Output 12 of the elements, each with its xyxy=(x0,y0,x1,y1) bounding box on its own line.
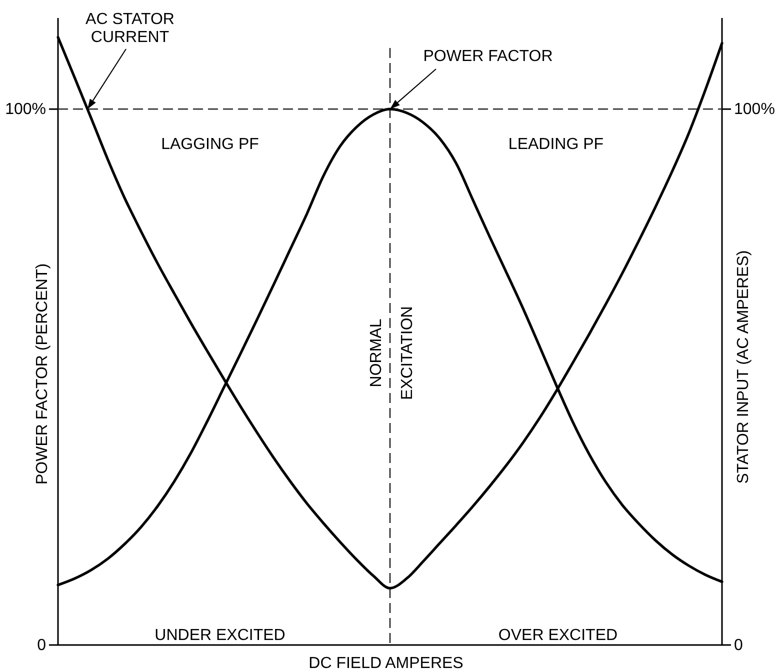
x-axis-title: DC FIELD AMPERES xyxy=(308,655,464,672)
y2-tick-label: 100% xyxy=(734,101,775,118)
series-label: AC STATOR CURRENT xyxy=(86,11,174,46)
annotation: OVER EXCITED xyxy=(498,627,618,644)
annotation: UNDER EXCITED xyxy=(154,627,286,644)
y-axis-title: POWER FACTOR (PERCENT) xyxy=(34,263,51,485)
text: NORMAL EXCITATION xyxy=(368,306,416,400)
annotation: LAGGING PF xyxy=(161,136,260,153)
y2-axis-title: STATOR INPUT (AC AMPERES) xyxy=(735,250,752,484)
annotation: LEADING PF xyxy=(508,136,604,153)
text: POWER FACTOR xyxy=(423,48,553,65)
y2-tick-label: 0 xyxy=(734,637,743,654)
